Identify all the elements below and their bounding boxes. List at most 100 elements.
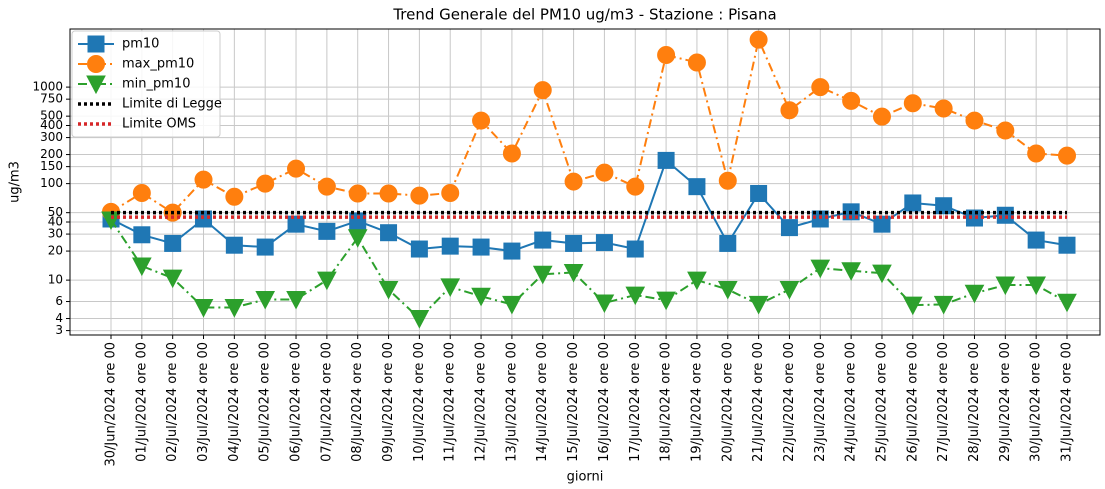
marker xyxy=(286,290,306,310)
marker xyxy=(347,229,368,248)
series-line xyxy=(110,219,1068,320)
x-tick-label: 10/Jul/2024 ore 00 xyxy=(412,342,427,462)
y-tick-label: 750 xyxy=(40,92,63,106)
marker xyxy=(565,234,583,252)
marker xyxy=(687,271,707,291)
x-tick-label: 24/Jul/2024 ore 00 xyxy=(844,342,859,462)
marker xyxy=(503,242,521,260)
marker xyxy=(1026,276,1046,296)
x-tick-label: 15/Jul/2024 ore 00 xyxy=(566,342,581,462)
marker xyxy=(995,276,1016,296)
series-line xyxy=(110,36,1068,214)
marker xyxy=(194,170,213,189)
marker xyxy=(87,35,105,53)
x-tick-label: 22/Jul/2024 ore 00 xyxy=(782,342,797,462)
y-tick-label: 500 xyxy=(40,109,63,123)
y-tick-label: 200 xyxy=(40,147,63,161)
legend-label: min_pm10 xyxy=(122,77,190,92)
y-tick-label: 300 xyxy=(40,130,63,144)
x-tick-label: 17/Jul/2024 ore 00 xyxy=(628,342,643,462)
x-tick-label: 19/Jul/2024 ore 00 xyxy=(689,342,704,462)
marker xyxy=(318,222,336,240)
marker xyxy=(594,294,615,314)
x-tick-label: 07/Jul/2024 ore 00 xyxy=(319,342,334,462)
marker xyxy=(872,264,892,284)
x-tick-label: 11/Jul/2024 ore 00 xyxy=(443,342,458,462)
x-tick-label: 28/Jul/2024 ore 00 xyxy=(967,342,982,462)
y-tick-label: 30 xyxy=(48,227,63,241)
y-axis-label: ug/m3 xyxy=(8,161,23,203)
y-tick-label: 3 xyxy=(55,323,63,337)
marker xyxy=(904,194,922,212)
marker xyxy=(193,299,214,318)
marker xyxy=(317,177,336,196)
marker xyxy=(87,55,105,73)
marker xyxy=(964,284,985,304)
x-tick-label: 02/Jul/2024 ore 00 xyxy=(165,342,180,462)
y-tick-label: 10 xyxy=(48,273,63,287)
marker xyxy=(225,236,243,254)
marker xyxy=(750,184,768,202)
marker xyxy=(256,238,274,256)
marker xyxy=(934,99,953,118)
chart-title: Trend Generale del PM10 ug/m3 - Stazione… xyxy=(392,6,776,24)
marker xyxy=(626,240,644,258)
marker xyxy=(441,183,460,202)
marker xyxy=(287,215,305,233)
x-tick-label: 06/Jul/2024 ore 00 xyxy=(289,342,304,462)
marker xyxy=(996,121,1015,140)
y-tick-label: 400 xyxy=(40,118,63,132)
marker xyxy=(657,151,675,169)
marker xyxy=(595,163,614,182)
marker xyxy=(502,144,521,163)
marker xyxy=(287,159,306,178)
marker xyxy=(872,107,891,126)
x-tick-label: 08/Jul/2024 ore 00 xyxy=(350,342,365,462)
legend-label: Limite di Legge xyxy=(122,97,222,112)
marker xyxy=(1058,146,1076,165)
marker xyxy=(532,265,553,285)
marker xyxy=(410,240,428,258)
x-tick-label: 18/Jul/2024 ore 00 xyxy=(659,342,674,462)
marker xyxy=(1027,231,1045,249)
marker xyxy=(811,78,830,97)
marker xyxy=(749,30,768,49)
marker xyxy=(1058,236,1076,254)
x-axis-label: giorni xyxy=(567,470,604,485)
marker xyxy=(471,287,491,307)
marker xyxy=(841,262,861,281)
marker xyxy=(902,296,923,316)
marker xyxy=(717,280,738,300)
marker xyxy=(380,224,398,242)
marker xyxy=(440,278,461,298)
legend-box xyxy=(71,30,221,138)
x-tick-label: 05/Jul/2024 ore 00 xyxy=(258,342,273,462)
marker xyxy=(780,101,799,120)
marker xyxy=(996,206,1014,224)
y-tick-label: 50 xyxy=(48,205,63,219)
marker xyxy=(502,295,522,315)
marker xyxy=(164,234,182,252)
marker xyxy=(348,184,367,203)
x-tick-label: 29/Jul/2024 ore 00 xyxy=(998,342,1013,462)
x-tick-label: 12/Jul/2024 ore 00 xyxy=(474,342,489,462)
y-tick-label: 40 xyxy=(48,215,63,229)
marker xyxy=(533,81,552,100)
y-tick-label: 4 xyxy=(55,311,63,325)
marker xyxy=(842,91,861,110)
x-tick-label: 09/Jul/2024 ore 00 xyxy=(381,342,396,462)
marker xyxy=(133,226,151,244)
marker xyxy=(810,259,831,279)
marker xyxy=(933,295,954,315)
marker xyxy=(441,237,459,255)
x-tick-label: 04/Jul/2024 ore 00 xyxy=(227,342,242,462)
x-tick-label: 23/Jul/2024 ore 00 xyxy=(813,342,828,462)
x-tick-label: 14/Jul/2024 ore 00 xyxy=(535,342,550,462)
marker xyxy=(379,184,398,203)
marker xyxy=(748,295,769,315)
marker xyxy=(472,111,491,130)
marker xyxy=(255,290,276,310)
marker xyxy=(687,53,706,72)
marker xyxy=(656,291,676,311)
